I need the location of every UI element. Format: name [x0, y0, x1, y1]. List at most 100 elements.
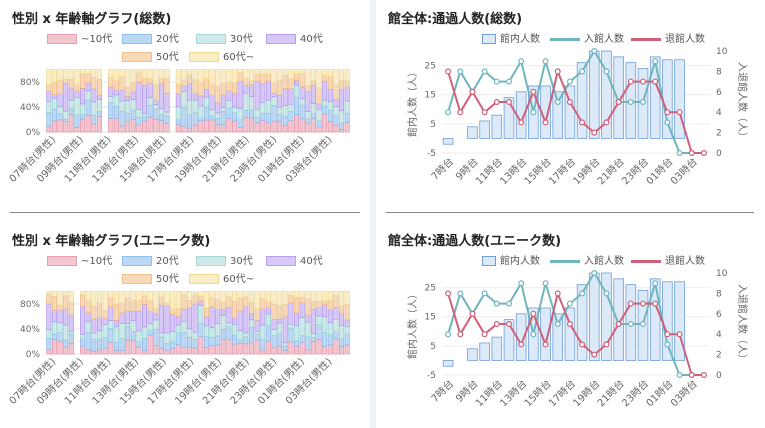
y-tick-label: 80% — [20, 78, 40, 88]
bar-segment — [113, 106, 119, 119]
bar-segment — [215, 118, 221, 125]
bar-segment — [80, 73, 86, 89]
exits-point — [591, 129, 598, 136]
bar-segment — [158, 78, 164, 85]
legend-item-10s[interactable]: ~10代 — [47, 252, 112, 267]
bar-inside — [503, 97, 515, 139]
bar-segment — [299, 302, 305, 318]
bar-segment — [63, 118, 69, 122]
bar-segment — [113, 341, 119, 351]
entries-line — [447, 271, 704, 376]
bar-segment — [310, 118, 316, 133]
bar-segment — [288, 294, 294, 304]
bar-segment — [316, 69, 322, 89]
bar-segment — [102, 291, 108, 311]
bar-segment — [51, 94, 57, 99]
bar-segment — [63, 324, 69, 341]
bar-segment — [339, 80, 345, 90]
bar-segment — [265, 113, 271, 123]
legend-item-10s[interactable]: ~10代 — [47, 30, 112, 45]
legend-item-40s[interactable]: 40代 — [266, 252, 323, 267]
bar-segment — [260, 309, 266, 326]
bar-segment — [209, 327, 215, 338]
legend-item-exits[interactable]: 退館人数 — [631, 252, 705, 267]
bar-segment — [277, 95, 283, 108]
x-tick-label: 03時台(男性) — [282, 133, 334, 185]
legend-item-50s[interactable]: 50代 — [122, 48, 179, 63]
bar-segment — [57, 309, 63, 323]
exits-point — [530, 88, 537, 95]
bar-segment — [288, 341, 294, 355]
bar-segment — [153, 308, 159, 315]
bar-segment — [175, 106, 181, 121]
bar-segment — [119, 291, 125, 304]
bar-segment — [209, 297, 215, 308]
bar-segment — [130, 99, 136, 111]
bar-segment — [316, 291, 322, 302]
bar-segment — [74, 83, 80, 92]
legend-item-inside[interactable]: 館内人数 — [482, 30, 540, 45]
bar-segment — [46, 126, 52, 133]
bar-segment — [192, 339, 198, 349]
bar-segment — [220, 110, 226, 126]
bar-segment — [96, 338, 102, 351]
bar-segment — [237, 343, 243, 355]
bar-segment — [277, 69, 283, 81]
bar-segment — [91, 306, 97, 320]
legend-item-50s[interactable]: 50代 — [122, 270, 179, 285]
bar-segment — [327, 110, 333, 123]
legend-item-entries[interactable]: 入館人数 — [550, 252, 624, 267]
bar-segment — [282, 342, 288, 347]
x-tick-label: 03時台(男性) — [282, 355, 334, 407]
bar-segment — [248, 84, 254, 97]
bar-segment — [153, 69, 159, 85]
bar-segment — [142, 350, 148, 355]
bar-segment — [299, 342, 305, 355]
legend-item-30s[interactable]: 30代 — [196, 252, 253, 267]
bar-segment — [119, 322, 125, 339]
legend-item-60s[interactable]: 60代~ — [189, 48, 254, 63]
bar-segment — [265, 69, 271, 75]
bar-segment — [310, 69, 316, 82]
legend-item-entries[interactable]: 入館人数 — [550, 30, 624, 45]
bar-segment — [74, 127, 80, 133]
bar-segment — [260, 119, 266, 133]
bar-segment — [57, 93, 63, 107]
bar-segment — [294, 340, 300, 347]
bar-segment — [46, 303, 52, 330]
bar-segment — [158, 336, 164, 349]
legend-item-20s[interactable]: 20代 — [122, 252, 179, 267]
bar-segment — [181, 106, 187, 127]
bar-segment — [265, 300, 271, 308]
bar-segment — [215, 69, 221, 87]
entries-point — [652, 280, 659, 287]
bar-segment — [198, 95, 204, 107]
bar-segment — [248, 291, 254, 303]
bar-segment — [63, 69, 69, 80]
bar-segment — [305, 291, 311, 300]
exits-point — [445, 68, 452, 75]
y-tick-label: 5 — [430, 120, 436, 130]
exits-line — [447, 290, 704, 376]
bar-segment — [158, 69, 164, 79]
bar-segment — [243, 291, 249, 298]
bar-segment — [215, 344, 221, 355]
legend-item-60s[interactable]: 60代~ — [189, 270, 254, 285]
bar-segment — [327, 101, 333, 111]
bar-segment — [108, 306, 114, 322]
legend-item-20s[interactable]: 20代 — [122, 30, 179, 45]
bar-segment — [243, 69, 249, 79]
bar-segment — [232, 106, 238, 114]
bar-segment — [142, 116, 148, 122]
bar-inside — [467, 126, 478, 139]
bar-segment — [187, 99, 193, 116]
legend-item-40s[interactable]: 40代 — [266, 30, 323, 45]
entries-point — [445, 109, 452, 116]
legend-item-inside[interactable]: 館内人数 — [482, 252, 540, 267]
bar-segment — [220, 308, 226, 316]
bar-segment — [327, 76, 333, 90]
bar-segment — [305, 336, 311, 351]
legend-item-30s[interactable]: 30代 — [196, 30, 253, 45]
legend-item-exits[interactable]: 退館人数 — [631, 30, 705, 45]
entries-point — [591, 47, 598, 54]
